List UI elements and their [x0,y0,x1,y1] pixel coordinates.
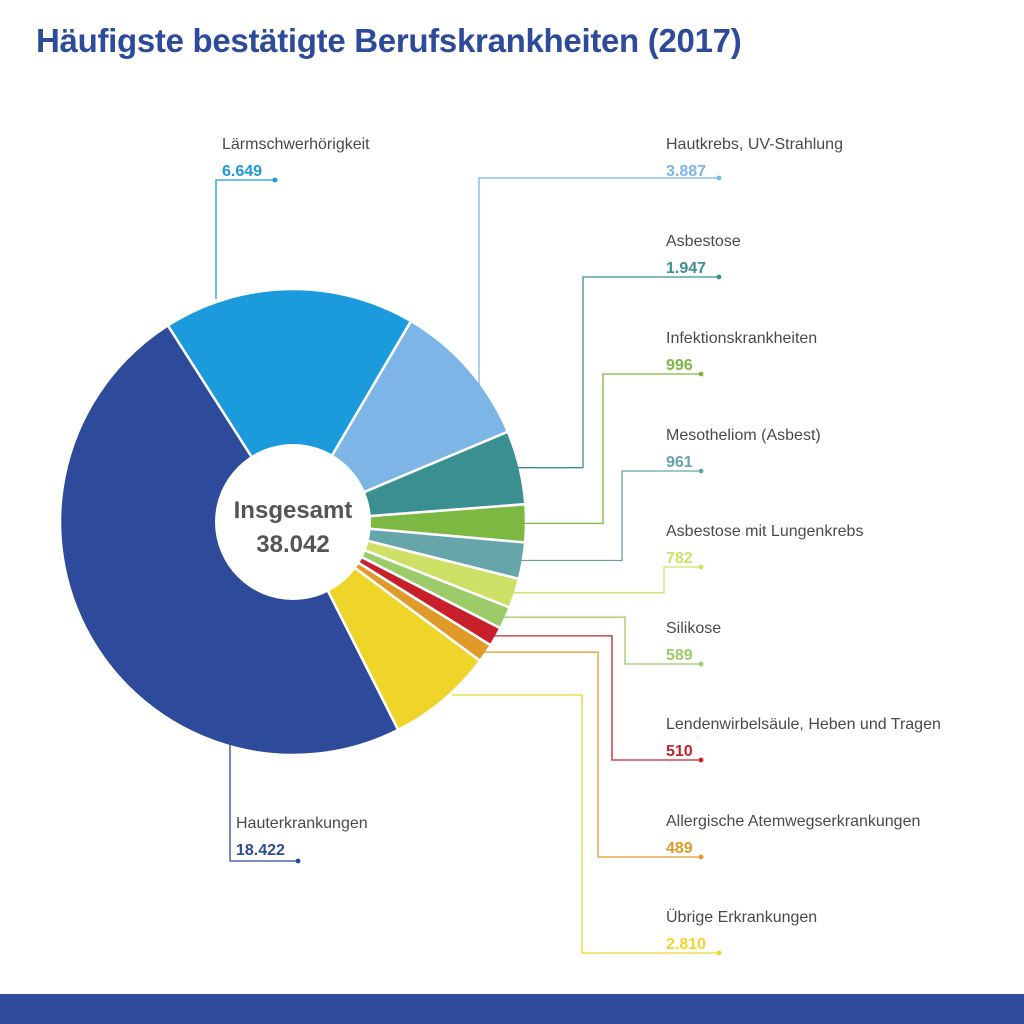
slice-label-value: 782 [666,550,693,567]
footer-bar [0,994,1024,1024]
leader-line [483,651,701,858]
slice-label-name: Infektionskrankheiten [666,330,817,347]
slice-label-name: Lärmschwerhörigkeit [222,136,370,153]
slice-label-name: Allergische Atemwegserkrankungen [666,813,920,830]
pie-slice [166,287,413,525]
leader-dot [716,950,722,956]
slice-label-value: 961 [666,454,693,471]
leader-line [215,179,275,299]
slice-label-value: 589 [666,647,693,664]
leader-line [520,470,701,562]
slice-label-value: 510 [666,743,693,760]
slice-label-name: Mesotheliom (Asbest) [666,427,821,444]
slice-label-value: 3.887 [666,163,706,180]
slice-label-value: 1.947 [666,260,706,277]
leader-dot [698,757,704,763]
leader-dot [716,274,722,280]
leader-line [494,635,701,761]
slice-label-value: 2.810 [666,936,706,953]
leader-line [517,276,719,469]
slice-label-name: Asbestose mit Lungenkrebs [666,523,863,540]
center-label: Insgesamt [234,497,353,524]
slice-label-name: Hauterkrankungen [236,815,368,832]
leader-line [452,694,719,954]
slice-label-name: Übrige Erkrankungen [666,908,817,926]
leader-dot [295,858,301,864]
slice-label-name: Silikose [666,620,721,637]
leader-dot [698,854,704,860]
center-total: 38.042 [256,531,329,558]
slice-label-name: Lendenwirbelsäule, Heben und Tragen [666,716,941,733]
slice-label-value: 489 [666,840,693,857]
leader-line [503,616,701,665]
slice-label-value: 18.422 [236,842,285,859]
leader-dot [698,468,704,474]
leader-line [512,566,701,594]
leader-line [478,177,719,395]
leader-line [524,373,701,525]
leader-dot [698,661,704,667]
slice-label-name: Hautkrebs, UV-Strahlung [666,136,843,153]
slice-label-value: 6.649 [222,163,262,180]
donut-hole [215,444,371,600]
leader-dot [716,175,722,181]
leader-dot [272,177,278,183]
leader-line [229,735,298,862]
leader-dot [698,564,704,570]
slice-label-value: 996 [666,357,693,374]
leader-dot [698,371,704,377]
slice-label-name: Asbestose [666,233,741,250]
chart-title: Häufigste bestätigte Berufskrankheiten (… [36,22,742,59]
